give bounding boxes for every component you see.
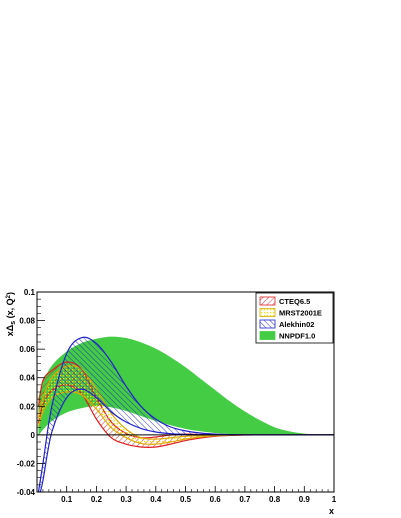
x-tick-label: 0.7: [239, 495, 251, 504]
legend-label: NNPDF1.0: [279, 332, 315, 341]
legend-label: Alekhin02: [279, 320, 314, 329]
x-tick-label: 0.9: [299, 495, 311, 504]
y-tick-label: 0: [31, 431, 36, 440]
y-tick-label: -0.02: [17, 459, 36, 468]
legend-swatch: [259, 331, 276, 340]
legend-label: CTEQ6.5: [279, 297, 310, 306]
legend-swatch: [259, 308, 276, 317]
legend-entry-cteq6-5: CTEQ6.5: [259, 296, 310, 306]
x-tick-label: 1: [332, 495, 337, 504]
x-tick-label: 0.4: [150, 495, 162, 504]
legend-label: MRST2001E: [279, 309, 322, 318]
legend-swatch: [259, 296, 276, 306]
x-tick-label: 0.5: [180, 495, 192, 504]
band-fill-mrst2001e: [38, 365, 334, 445]
x-axis: 0.1 0.2 0.3 0.4 0.5 0.6 0.7 0.8 0.9 1: [42, 486, 337, 504]
y-tick-label: -0.04: [17, 488, 36, 497]
x-tick-label: 0.6: [210, 495, 222, 504]
x-tick-label: 0.3: [121, 495, 133, 504]
legend-entry-mrst2001e: MRST2001E: [259, 308, 322, 318]
y-axis-title: xΔs (x, Q2): [5, 292, 17, 336]
y-tick-label: 0.06: [19, 345, 35, 354]
legend-entry-alekhin02: Alekhin02: [259, 319, 314, 329]
x-axis-title: x: [329, 506, 334, 516]
band-fill-nnpdf1-0: [38, 336, 334, 435]
legend-swatch: [259, 319, 276, 329]
band-fill-alekhin02: [38, 337, 334, 492]
y-tick-label: 0.02: [19, 402, 35, 411]
x-tick-label: 0.8: [269, 495, 281, 504]
legend-entry-nnpdf1-0: NNPDF1.0: [259, 331, 315, 341]
y-axis: -0.04 -0.02 0 0.02 0.04 0.06 0.08 0.1: [17, 288, 45, 497]
legend: CTEQ6.5 MRST2001E Alekhin02 NNPDF1.0: [255, 292, 334, 344]
x-tick-label: 0.2: [91, 495, 103, 504]
x-tick-label: 0.1: [61, 495, 73, 504]
y-tick-label: 0.1: [24, 288, 36, 297]
y-tick-label: 0.04: [19, 374, 35, 383]
y-tick-label: 0.08: [19, 317, 35, 326]
